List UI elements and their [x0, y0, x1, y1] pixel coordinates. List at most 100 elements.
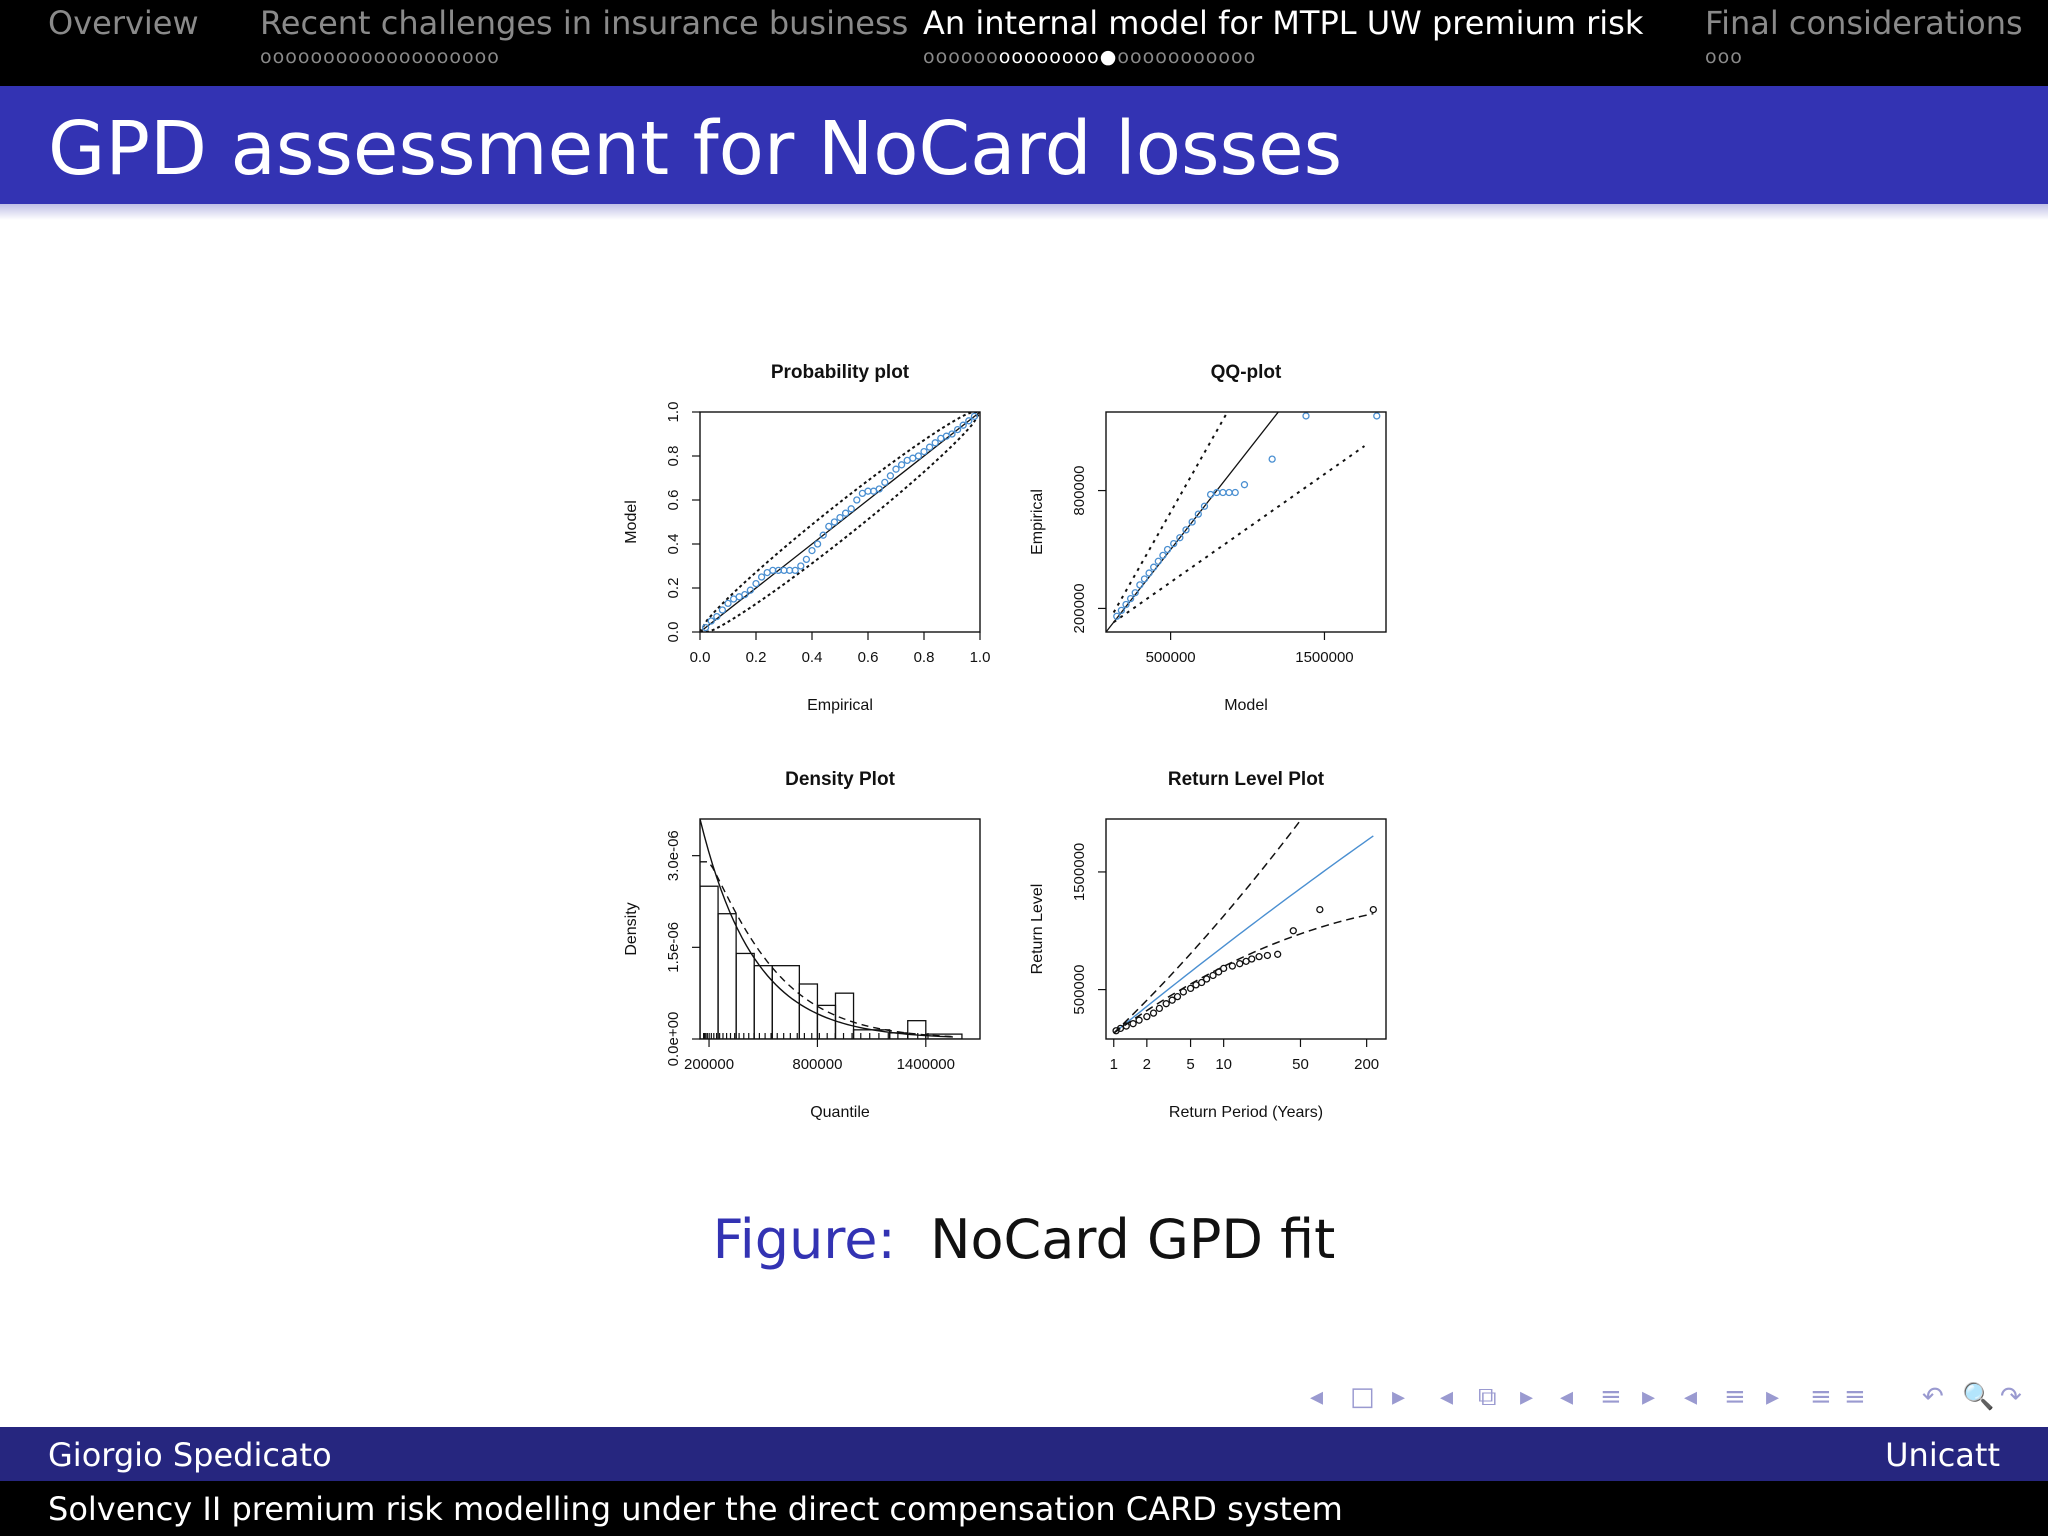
data-point — [1240, 481, 1249, 489]
data-point — [1188, 518, 1196, 526]
footer-institute: Unicatt — [1885, 1436, 2000, 1474]
data-point — [1143, 1012, 1151, 1021]
data-point — [841, 509, 850, 517]
data-point — [1220, 964, 1228, 973]
data-point — [1155, 1004, 1164, 1013]
nav-symbol[interactable]: ⧉ — [1478, 1382, 1497, 1412]
data-point — [701, 623, 710, 632]
nav-symbol[interactable]: ◂ — [1560, 1382, 1574, 1412]
data-point — [881, 478, 889, 487]
x-axis-label-3: Return Period (Years) — [1169, 1104, 1323, 1121]
data-point — [1274, 950, 1282, 958]
nav-section-internal-model[interactable]: An internal model for MTPL UW premium ri… — [923, 4, 1643, 68]
data-point — [970, 412, 979, 421]
nav-symbol[interactable]: ◂ — [1684, 1382, 1698, 1412]
y-tick-label: 0.8 — [665, 446, 682, 467]
data-point — [1369, 905, 1377, 914]
x-axis-label-2: Quantile — [810, 1104, 870, 1121]
nav-symbol[interactable]: 🔍 — [1962, 1382, 1995, 1412]
x-tick-label: 5 — [1186, 1056, 1194, 1073]
data-point — [1145, 569, 1153, 577]
y-tick-label: 1.5e-06 — [665, 922, 682, 973]
nav-section-final-considerations[interactable]: Final considerations ooo — [1705, 4, 2023, 68]
nav-symbol[interactable]: ≡ — [1724, 1382, 1746, 1412]
nav-section-title[interactable]: Overview — [48, 4, 199, 42]
nav-frame-dots[interactable]: ooo — [1705, 46, 1743, 68]
data-point — [931, 439, 939, 447]
x-tick-label: 0.6 — [858, 649, 879, 666]
panel-title-2: Density Plot — [785, 769, 895, 790]
x-tick-label: 50 — [1292, 1056, 1309, 1073]
nav-symbol[interactable]: ↶ — [1922, 1382, 1944, 1412]
footer-author-bar — [0, 1427, 2048, 1481]
data-point — [724, 599, 732, 608]
nav-frame-dots[interactable]: oooooooooooooo●ooooooooooo — [923, 46, 1643, 68]
data-point — [1268, 455, 1276, 463]
data-point — [836, 513, 844, 522]
plot-frame — [699, 818, 981, 1040]
data-point — [830, 518, 839, 526]
y-tick-label: 1.0 — [665, 402, 682, 423]
nav-frame-dots[interactable]: ooooooooooooooooooo — [260, 46, 500, 68]
nav-symbol[interactable]: ≡ — [1810, 1382, 1832, 1412]
plot-frame — [1105, 411, 1387, 633]
nav-symbol[interactable]: ≡ — [1600, 1382, 1622, 1412]
data-point — [1263, 951, 1272, 960]
nav-dots-previous[interactable]: oooooo — [923, 46, 999, 68]
nav-symbol[interactable]: ▸ — [1642, 1382, 1656, 1412]
y-tick-label: 0.2 — [665, 578, 682, 599]
data-point — [1231, 488, 1239, 497]
footer-author: Giorgio Spedicato — [48, 1436, 332, 1474]
data-point — [713, 612, 721, 621]
x-tick-label: 200000 — [684, 1056, 734, 1073]
panel-title-0: Probability plot — [771, 362, 910, 383]
plot-frame — [1105, 818, 1387, 1040]
nav-section-title[interactable]: An internal model for MTPL UW premium ri… — [923, 4, 1644, 42]
data-point — [1162, 1000, 1170, 1008]
y-axis-label-0: Model — [623, 500, 640, 544]
nav-dots-next[interactable]: ooooooooooo — [1117, 46, 1257, 68]
nav-symbol[interactable]: ▸ — [1520, 1382, 1534, 1412]
lower-confidence-band — [1113, 912, 1374, 1034]
nav-symbol[interactable]: □ — [1350, 1382, 1375, 1412]
data-point — [1194, 510, 1202, 518]
y-tick-label: 1500000 — [1071, 843, 1088, 901]
data-point — [1117, 606, 1126, 615]
nav-symbol[interactable]: ◂ — [1310, 1382, 1324, 1412]
diagnostic-plots-svg: Probability plot Empirical Model 0.0 0.2 0.4 0… — [623, 362, 1387, 1121]
y-tick-label: 0.6 — [665, 490, 682, 511]
data-point — [1316, 905, 1324, 914]
data-point — [819, 531, 827, 539]
nav-section-title[interactable]: Final considerations — [1705, 4, 2023, 42]
y-tick-label: 800000 — [1071, 466, 1088, 516]
data-point — [1129, 1020, 1137, 1028]
data-point — [875, 485, 883, 493]
panel-title-3: Return Level Plot — [1168, 769, 1325, 790]
nav-symbol[interactable]: ↷ — [2000, 1382, 2022, 1412]
data-point — [1149, 1009, 1158, 1017]
nav-symbol[interactable]: ≡ — [1844, 1382, 1866, 1412]
data-point — [808, 546, 816, 555]
x-tick-label: 0.8 — [914, 649, 935, 666]
data-point — [1135, 1016, 1143, 1024]
data-point — [1186, 984, 1195, 993]
histogram-bar — [798, 983, 819, 1039]
data-point — [1140, 575, 1149, 583]
nav-symbol[interactable]: ▸ — [1766, 1382, 1780, 1412]
fitted-return-level-line — [1113, 835, 1374, 1034]
data-point — [1214, 968, 1223, 976]
y-tick-label: 3.0e-06 — [665, 830, 682, 881]
nav-dots-current-subsection[interactable]: oooooooo● — [998, 46, 1118, 68]
x-tick-label: 10 — [1215, 1056, 1232, 1073]
nav-symbol[interactable]: ▸ — [1392, 1382, 1406, 1412]
data-point — [1122, 1022, 1130, 1030]
nav-section-recent-challenges[interactable]: Recent challenges in insurance business … — [260, 4, 908, 68]
nav-section-overview[interactable]: Overview — [48, 4, 199, 42]
data-point — [718, 606, 727, 614]
nav-section-title[interactable]: Recent challenges in insurance business — [260, 4, 909, 42]
nav-symbol[interactable]: ◂ — [1440, 1382, 1454, 1412]
panel-title-1: QQ-plot — [1211, 362, 1282, 383]
data-point — [1159, 551, 1167, 560]
histogram-bar — [735, 952, 755, 1039]
x-tick-label: 1 — [1110, 1056, 1118, 1073]
